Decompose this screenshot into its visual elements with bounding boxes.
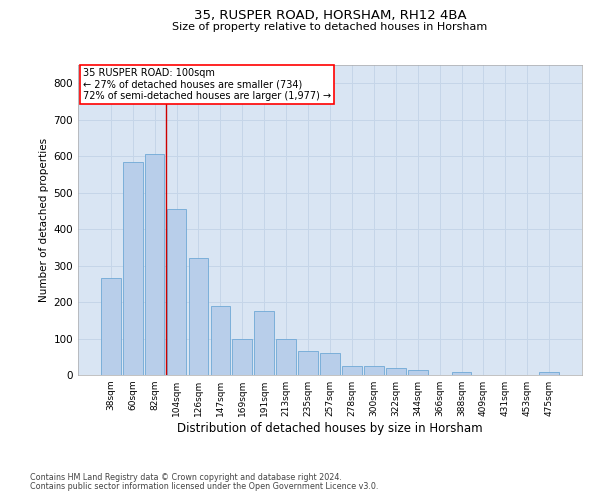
Bar (254, 311, 274, 375)
Bar (101, 278, 121, 375)
Bar (408, 370, 428, 375)
Bar (188, 258, 208, 375)
Bar (232, 338, 252, 375)
Bar (320, 353, 340, 375)
Text: Contains HM Land Registry data © Crown copyright and database right 2024.: Contains HM Land Registry data © Crown c… (30, 474, 342, 482)
Bar (364, 366, 384, 375)
Bar (386, 368, 406, 375)
Text: 35, RUSPER ROAD, HORSHAM, RH12 4BA: 35, RUSPER ROAD, HORSHAM, RH12 4BA (194, 10, 466, 22)
Bar (145, 154, 164, 375)
Bar (342, 366, 362, 375)
Text: 35 RUSPER ROAD: 100sqm
← 27% of detached houses are smaller (734)
72% of semi-de: 35 RUSPER ROAD: 100sqm ← 27% of detached… (83, 68, 331, 102)
Bar (276, 338, 296, 375)
Bar (539, 372, 559, 375)
Bar (167, 209, 187, 375)
Y-axis label: Number of detached properties: Number of detached properties (40, 138, 49, 302)
Bar (298, 352, 318, 375)
Bar (123, 162, 143, 375)
Text: Size of property relative to detached houses in Horsham: Size of property relative to detached ho… (172, 22, 488, 32)
X-axis label: Distribution of detached houses by size in Horsham: Distribution of detached houses by size … (177, 422, 483, 435)
Bar (452, 372, 472, 375)
Text: Contains public sector information licensed under the Open Government Licence v3: Contains public sector information licen… (30, 482, 379, 491)
Bar (211, 306, 230, 375)
